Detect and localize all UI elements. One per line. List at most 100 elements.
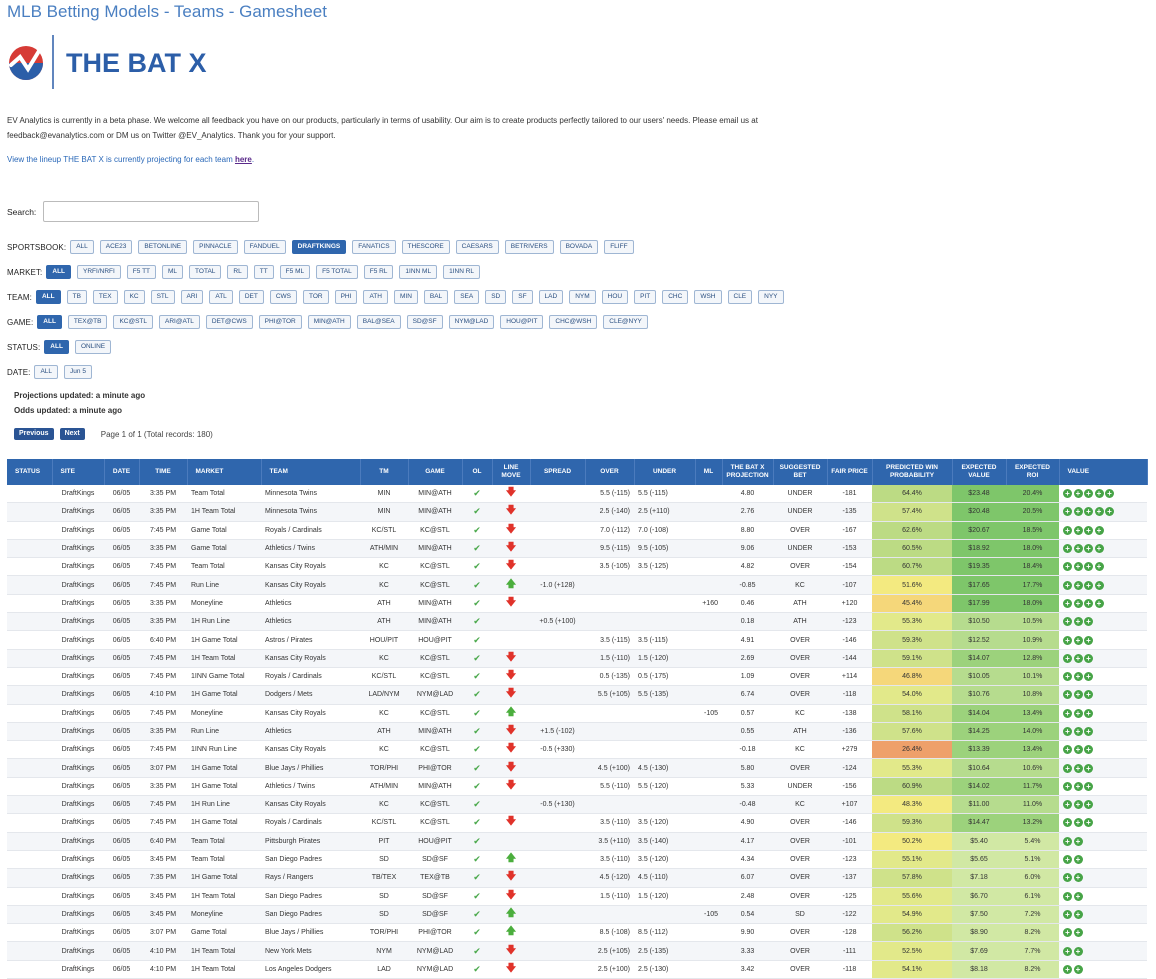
filter-option-atl[interactable]: ATL <box>209 290 233 304</box>
filter-option-nym[interactable]: NYM <box>569 290 596 304</box>
column-header-game[interactable]: GAME <box>408 459 463 485</box>
column-header-the-bat-x-projection[interactable]: THE BAT X PROJECTION <box>722 459 774 485</box>
filter-option-ace23[interactable]: ACE23 <box>99 240 133 254</box>
column-header-line-move[interactable]: LINE MOVE <box>492 459 531 485</box>
filter-option-all[interactable]: ALL <box>70 240 94 254</box>
column-header-value[interactable]: VALUE <box>1059 459 1148 485</box>
table-row[interactable]: DraftKings 06/05 4:10 PM 1H Team Total New Y… <box>7 941 1147 961</box>
table-row[interactable]: DraftKings 06/05 7:45 PM Team Total Kansas C… <box>7 557 1147 577</box>
filter-option-phi-tor[interactable]: PHI@TOR <box>258 315 302 329</box>
filter-option-fanatics[interactable]: FANATICS <box>352 240 396 254</box>
column-header-market[interactable]: MARKET <box>187 459 262 485</box>
filter-option-hou-pit[interactable]: HOU@PIT <box>500 315 544 329</box>
filter-option-nyy[interactable]: NYY <box>758 290 784 304</box>
table-row[interactable]: DraftKings 06/05 6:40 PM Team Total Pittsbur… <box>7 832 1147 851</box>
column-header-spread[interactable]: SPREAD <box>530 459 586 485</box>
filter-option-chc-wsh[interactable]: CHC@WSH <box>549 315 598 329</box>
table-row[interactable]: DraftKings 06/05 4:10 PM 1H Team Total Los A… <box>7 960 1147 979</box>
column-header-expected-roi[interactable]: EXPECTED ROI <box>1006 459 1060 485</box>
filter-option-ari[interactable]: ARI <box>180 290 204 304</box>
table-row[interactable]: DraftKings 06/05 7:45 PM 1INN Run Line Kansa… <box>7 740 1147 760</box>
filter-option-tex-tb[interactable]: TEX@TB <box>67 315 108 329</box>
next-button[interactable]: Next <box>59 428 85 440</box>
table-row[interactable]: DraftKings 06/05 7:45 PM 1INN Game Total Roy… <box>7 667 1147 687</box>
previous-button[interactable]: Previous <box>14 428 54 440</box>
column-header-over[interactable]: OVER <box>585 459 635 485</box>
filter-option-hou[interactable]: HOU <box>601 290 629 304</box>
filter-option-caesars[interactable]: CAESARS <box>455 240 499 254</box>
filter-option-det-cws[interactable]: DET@CWS <box>205 315 253 329</box>
filter-option-rl[interactable]: RL <box>227 265 248 279</box>
table-row[interactable]: DraftKings 06/05 7:45 PM Run Line Kansas Cit… <box>7 575 1147 595</box>
column-header-ol[interactable]: OL <box>462 459 493 485</box>
column-header-ml[interactable]: ML <box>695 459 723 485</box>
table-row[interactable]: DraftKings 06/05 7:45 PM Game Total Royals /… <box>7 521 1147 540</box>
filter-option-tb[interactable]: TB <box>66 290 87 304</box>
table-row[interactable]: DraftKings 06/05 7:45 PM 1H Game Total Royal… <box>7 813 1147 833</box>
filter-option-cle[interactable]: CLE <box>727 290 753 304</box>
filter-option-total[interactable]: TOTAL <box>189 265 222 279</box>
filter-option-wsh[interactable]: WSH <box>694 290 722 304</box>
filter-option-ath[interactable]: ATH <box>363 290 388 304</box>
filter-option-tex[interactable]: TEX <box>92 290 118 304</box>
filter-option-all[interactable]: ALL <box>37 315 62 329</box>
filter-option-sd-sf[interactable]: SD@SF <box>406 315 443 329</box>
table-row[interactable]: DraftKings 06/05 6:40 PM 1H Game Total Astro… <box>7 630 1147 650</box>
filter-option-all[interactable]: ALL <box>34 365 59 379</box>
table-row[interactable]: DraftKings 06/05 3:35 PM Run Line Athletics A… <box>7 722 1147 742</box>
column-header-fair-price[interactable]: FAIR PRICE <box>827 459 873 485</box>
filter-option-draftkings[interactable]: DRAFTKINGS <box>291 240 347 254</box>
table-row[interactable]: DraftKings 06/05 4:10 PM 1H Game Total Dodge… <box>7 685 1147 705</box>
filter-option-jun-5[interactable]: Jun 5 <box>64 365 92 379</box>
filter-option-f5-tt[interactable]: F5 TT <box>126 265 157 279</box>
filter-option-yrfi-nrfi[interactable]: YRFI/NRFI <box>77 265 121 279</box>
table-row[interactable]: DraftKings 06/05 3:35 PM 1H Team Total Minne… <box>7 502 1147 522</box>
filter-option-chc[interactable]: CHC <box>662 290 689 304</box>
filter-option-bal-sea[interactable]: BAL@SEA <box>356 315 401 329</box>
filter-option-tor[interactable]: TOR <box>302 290 329 304</box>
filter-option-1inn-ml[interactable]: 1INN ML <box>399 265 438 279</box>
filter-option-nym-lad[interactable]: NYM@LAD <box>448 315 495 329</box>
table-row[interactable]: DraftKings 06/05 3:35 PM Moneyline Athletics… <box>7 594 1147 614</box>
filter-option-1inn-rl[interactable]: 1INN RL <box>443 265 481 279</box>
table-row[interactable]: DraftKings 06/05 3:35 PM Game Total Athletic… <box>7 539 1147 559</box>
filter-option-pit[interactable]: PIT <box>634 290 657 304</box>
filter-option-cle-nyy[interactable]: CLE@NYY <box>603 315 648 329</box>
filter-option-bal[interactable]: BAL <box>423 290 449 304</box>
table-row[interactable]: DraftKings 06/05 3:45 PM Moneyline San Diego… <box>7 905 1147 925</box>
table-row[interactable]: DraftKings 06/05 3:07 PM Game Total Blue Jay… <box>7 923 1147 943</box>
filter-option-ari-atl[interactable]: ARI@ATL <box>159 315 200 329</box>
table-row[interactable]: DraftKings 06/05 7:45 PM Moneyline Kansas Ci… <box>7 704 1147 723</box>
filter-option-bovada[interactable]: BOVADA <box>559 240 599 254</box>
filter-option-fliff[interactable]: FLIFF <box>604 240 634 254</box>
filter-option-all[interactable]: ALL <box>44 340 69 354</box>
filter-option-stl[interactable]: STL <box>150 290 175 304</box>
search-input[interactable] <box>43 201 259 222</box>
filter-option-thescore[interactable]: THESCORE <box>401 240 450 254</box>
table-row[interactable]: DraftKings 06/05 7:45 PM 1H Run Line Kansas … <box>7 795 1147 815</box>
table-row[interactable]: DraftKings 06/05 3:35 PM Team Total Minnesot… <box>7 485 1147 504</box>
filter-option-tt[interactable]: TT <box>253 265 274 279</box>
table-row[interactable]: DraftKings 06/05 3:45 PM 1H Team Total San D… <box>7 887 1147 906</box>
column-header-team[interactable]: TEAM <box>261 459 361 485</box>
filter-option-sd[interactable]: SD <box>485 290 507 304</box>
column-header-time[interactable]: TIME <box>139 459 188 485</box>
filter-option-min-ath[interactable]: MIN@ATH <box>307 315 351 329</box>
column-header-expected-value[interactable]: EXPECTED VALUE <box>952 459 1007 485</box>
column-header-suggested-bet[interactable]: SUGGESTED BET <box>773 459 828 485</box>
filter-option-sf[interactable]: SF <box>512 290 533 304</box>
column-header-under[interactable]: UNDER <box>634 459 696 485</box>
table-row[interactable]: DraftKings 06/05 3:35 PM 1H Run Line Athleti… <box>7 612 1147 632</box>
table-row[interactable]: DraftKings 06/05 7:35 PM 1H Game Total Rays … <box>7 868 1147 888</box>
column-header-predicted-win-probability[interactable]: PREDICTED WIN PROBABILITY <box>872 459 953 485</box>
filter-option-ml[interactable]: ML <box>162 265 184 279</box>
filter-option-phi[interactable]: PHI <box>334 290 358 304</box>
filter-option-min[interactable]: MIN <box>393 290 418 304</box>
column-header-date[interactable]: DATE <box>104 459 140 485</box>
filter-option-fanduel[interactable]: FANDUEL <box>243 240 286 254</box>
table-row[interactable]: DraftKings 06/05 3:35 PM 1H Game Total Athle… <box>7 777 1147 797</box>
filter-option-sea[interactable]: SEA <box>454 290 480 304</box>
column-header-status[interactable]: STATUS <box>7 459 53 485</box>
filter-option-kc[interactable]: KC <box>123 290 145 304</box>
filter-option-f5-rl[interactable]: F5 RL <box>363 265 394 279</box>
